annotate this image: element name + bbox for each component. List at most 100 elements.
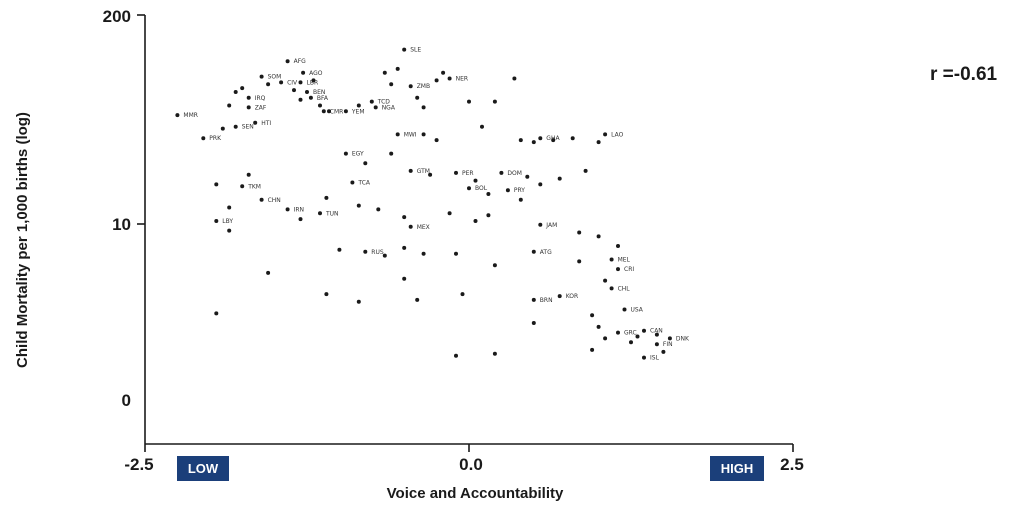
data-point (240, 86, 245, 91)
data-point-label: SLE (410, 47, 421, 54)
data-point (214, 219, 219, 223)
data-point (233, 90, 238, 94)
data-point-label: PRK (209, 135, 222, 142)
data-point (408, 224, 413, 229)
data-point (616, 267, 620, 272)
data-point (246, 105, 251, 110)
data-point (460, 292, 465, 297)
data-point (480, 124, 484, 129)
data-point-label: USA (631, 307, 644, 314)
high-badge (710, 456, 764, 481)
data-point (415, 297, 420, 302)
data-point (518, 197, 523, 202)
data-point (337, 247, 342, 252)
data-point (473, 219, 478, 223)
data-point-label: AFG (294, 58, 307, 65)
data-point (259, 197, 264, 202)
data-point (454, 353, 458, 358)
data-point-label: IRN (294, 206, 304, 213)
data-point (654, 332, 659, 337)
data-point (324, 292, 329, 297)
data-point (492, 99, 497, 104)
data-point (369, 99, 374, 104)
data-point (395, 132, 400, 137)
data-point-label: LBY (222, 218, 233, 225)
data-point (512, 76, 517, 81)
data-point (421, 251, 426, 256)
data-point (382, 253, 387, 258)
data-point-label: ZAF (255, 104, 267, 111)
data-point-label: CIV (287, 79, 298, 86)
data-point (363, 249, 368, 254)
data-point-label: MEL (618, 257, 631, 264)
data-point (301, 70, 306, 75)
data-point-label: TUN (325, 210, 339, 217)
data-point (538, 182, 543, 187)
data-point (538, 136, 543, 141)
data-point-label: AGO (309, 70, 323, 77)
data-point-label: YEM (351, 108, 365, 115)
data-point-label: MWI (404, 131, 417, 138)
data-point (175, 113, 180, 118)
data-point (266, 270, 271, 275)
data-point (661, 349, 666, 354)
data-point (667, 336, 672, 341)
data-point (486, 213, 491, 218)
data-point-label: DNK (676, 335, 690, 342)
data-point-label: DOM (507, 170, 522, 177)
data-point (253, 120, 258, 125)
data-point-label: CAN (650, 328, 663, 335)
data-point (609, 257, 614, 262)
data-point (408, 168, 413, 173)
data-point (227, 228, 232, 233)
data-point-label: CRI (624, 266, 634, 273)
data-point (492, 263, 497, 268)
data-point (321, 109, 326, 114)
data-point (356, 203, 361, 208)
data-point (318, 103, 322, 108)
data-point (577, 259, 582, 264)
data-point (499, 170, 504, 175)
data-point (285, 207, 290, 212)
data-point (467, 99, 471, 104)
data-point (447, 211, 452, 216)
data-point-label: TCA (357, 180, 371, 187)
data-point (454, 251, 458, 256)
data-point-label: PRY (514, 187, 525, 194)
data-point (402, 245, 407, 250)
data-point (577, 230, 582, 235)
data-point (227, 205, 232, 210)
data-points: MMRPRKSENHTIIRQZAFSOMCIVAFGLBRBENAGOBFAC… (175, 47, 690, 362)
data-point (214, 182, 219, 187)
data-point (343, 151, 348, 156)
y-axis-title: Child Mortality per 1,000 births (log) (14, 112, 31, 368)
data-point (505, 188, 510, 193)
data-point (389, 82, 394, 87)
data-point (324, 195, 329, 200)
data-point (518, 138, 523, 143)
data-point-label: ATG (540, 249, 552, 256)
data-point (473, 178, 478, 183)
data-point (421, 132, 426, 137)
data-point (259, 74, 264, 79)
data-point-label: NER (456, 76, 468, 83)
data-point (557, 294, 562, 299)
data-point (642, 328, 646, 333)
data-point-label: MEX (417, 224, 430, 231)
data-point (343, 109, 348, 114)
data-point (266, 82, 271, 87)
data-point (279, 80, 284, 85)
data-point (415, 95, 420, 100)
data-point (402, 276, 407, 281)
data-point (240, 184, 245, 189)
data-point (492, 351, 497, 356)
data-point (590, 347, 595, 352)
data-point-label: CHN (268, 197, 281, 204)
data-point-label: CMR (330, 108, 344, 115)
data-point (629, 340, 633, 345)
x-tick-label-right: 2.5 (780, 455, 804, 474)
data-point (538, 222, 543, 227)
data-point (583, 168, 588, 173)
data-point (603, 278, 608, 283)
